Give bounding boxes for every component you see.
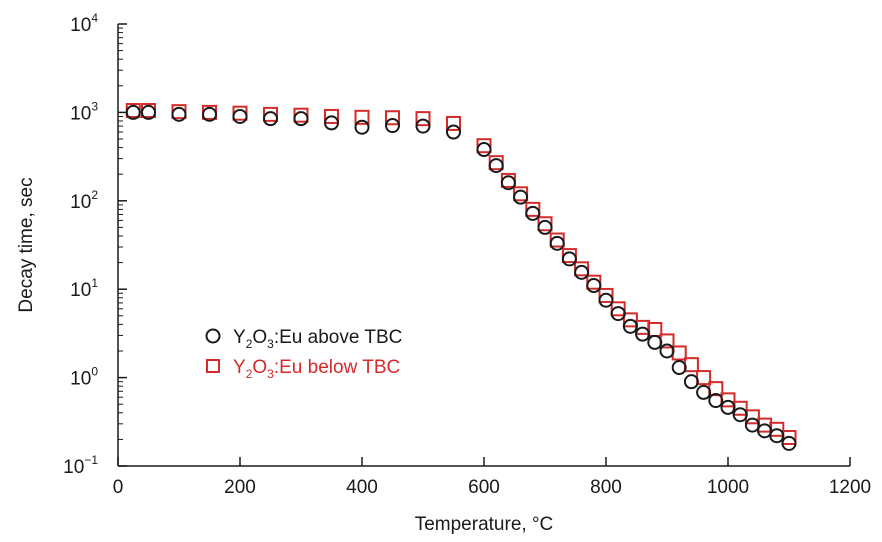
x-tick-label: 600	[468, 477, 500, 498]
point-above-tbc	[202, 106, 217, 122]
point-below-tbc	[263, 106, 278, 122]
point-above-tbc	[537, 219, 553, 235]
point-above-tbc	[415, 118, 431, 134]
legend: Y2O3:Eu above TBC Y2O3:Eu below TBC	[205, 327, 402, 381]
point-above-tbc	[732, 407, 748, 423]
legend-marker-circle	[205, 328, 221, 344]
point-above-tbc	[757, 423, 773, 439]
point-below-tbc	[324, 108, 339, 124]
point-below-tbc	[683, 357, 699, 373]
x-tick-label: 1200	[829, 477, 871, 498]
point-above-tbc	[141, 104, 156, 120]
point-above-tbc	[513, 189, 529, 205]
point-above-tbc	[561, 251, 577, 267]
point-above-tbc	[446, 124, 461, 140]
point-above-tbc	[525, 205, 541, 221]
point-below-tbc	[647, 322, 663, 338]
y-tick-label: 101	[70, 276, 98, 301]
x-tick-label: 400	[346, 477, 378, 498]
point-below-tbc	[671, 345, 687, 361]
point-above-tbc	[488, 158, 504, 174]
y-tick-label: 100	[70, 365, 98, 390]
point-above-tbc	[671, 360, 687, 376]
point-above-tbc	[354, 119, 370, 135]
point-above-tbc	[744, 417, 760, 433]
point-below-tbc	[488, 155, 504, 171]
x-ticks: 0 200 400 600 800 1000 1200	[113, 457, 871, 498]
point-above-tbc	[708, 393, 724, 409]
point-above-tbc	[598, 292, 614, 308]
point-above-tbc	[293, 111, 309, 127]
point-below-tbc	[476, 138, 492, 154]
point-above-tbc	[125, 104, 141, 120]
y-ticks: 10−1 100 101 102 103 104	[63, 11, 127, 478]
data-markers	[125, 103, 797, 451]
point-below-tbc	[354, 109, 370, 125]
point-below-tbc	[598, 287, 614, 303]
point-above-tbc	[385, 118, 400, 134]
point-below-tbc	[525, 201, 541, 217]
point-above-tbc	[549, 235, 565, 251]
y-tick-label: 102	[70, 188, 98, 213]
point-above-tbc	[683, 374, 699, 390]
legend-marker-square	[206, 359, 220, 373]
y-axis-title: Decay time, sec	[16, 177, 37, 312]
point-above-tbc	[635, 326, 651, 342]
point-above-tbc	[720, 399, 736, 415]
y-tick-label: 103	[70, 99, 98, 124]
point-above-tbc	[476, 142, 492, 158]
point-below-tbc	[385, 110, 400, 126]
point-above-tbc	[500, 175, 516, 191]
point-above-tbc	[769, 428, 785, 444]
point-above-tbc	[622, 318, 638, 334]
point-below-tbc	[610, 301, 626, 317]
x-tick-label: 1000	[707, 477, 749, 498]
y-tick-label: 104	[70, 11, 98, 36]
y-tick-label: 10−1	[63, 453, 98, 478]
point-above-tbc	[324, 115, 339, 131]
point-below-tbc	[446, 115, 461, 131]
x-axis-title: Temperature, °C	[415, 514, 554, 535]
point-above-tbc	[263, 111, 278, 127]
point-above-tbc	[659, 343, 675, 359]
x-tick-label: 200	[224, 477, 256, 498]
point-above-tbc	[232, 108, 248, 124]
point-above-tbc	[171, 106, 187, 122]
legend-label-below: Y2O3:Eu below TBC	[233, 357, 400, 381]
legend-label-above: Y2O3:Eu above TBC	[233, 327, 402, 351]
point-above-tbc	[586, 278, 602, 294]
legend-item-above: Y2O3:Eu above TBC	[205, 327, 402, 351]
plot-frame	[117, 24, 850, 467]
x-tick-label: 0	[113, 477, 124, 498]
x-tick-label: 800	[590, 477, 622, 498]
point-below-tbc	[696, 370, 712, 386]
legend-item-below: Y2O3:Eu below TBC	[206, 357, 400, 381]
point-below-tbc	[720, 392, 736, 408]
point-below-tbc	[622, 312, 638, 328]
point-below-tbc	[415, 111, 431, 127]
point-above-tbc	[781, 435, 797, 451]
point-above-tbc	[610, 306, 626, 322]
point-above-tbc	[696, 384, 712, 400]
point-above-tbc	[574, 264, 590, 280]
point-above-tbc	[647, 334, 663, 350]
